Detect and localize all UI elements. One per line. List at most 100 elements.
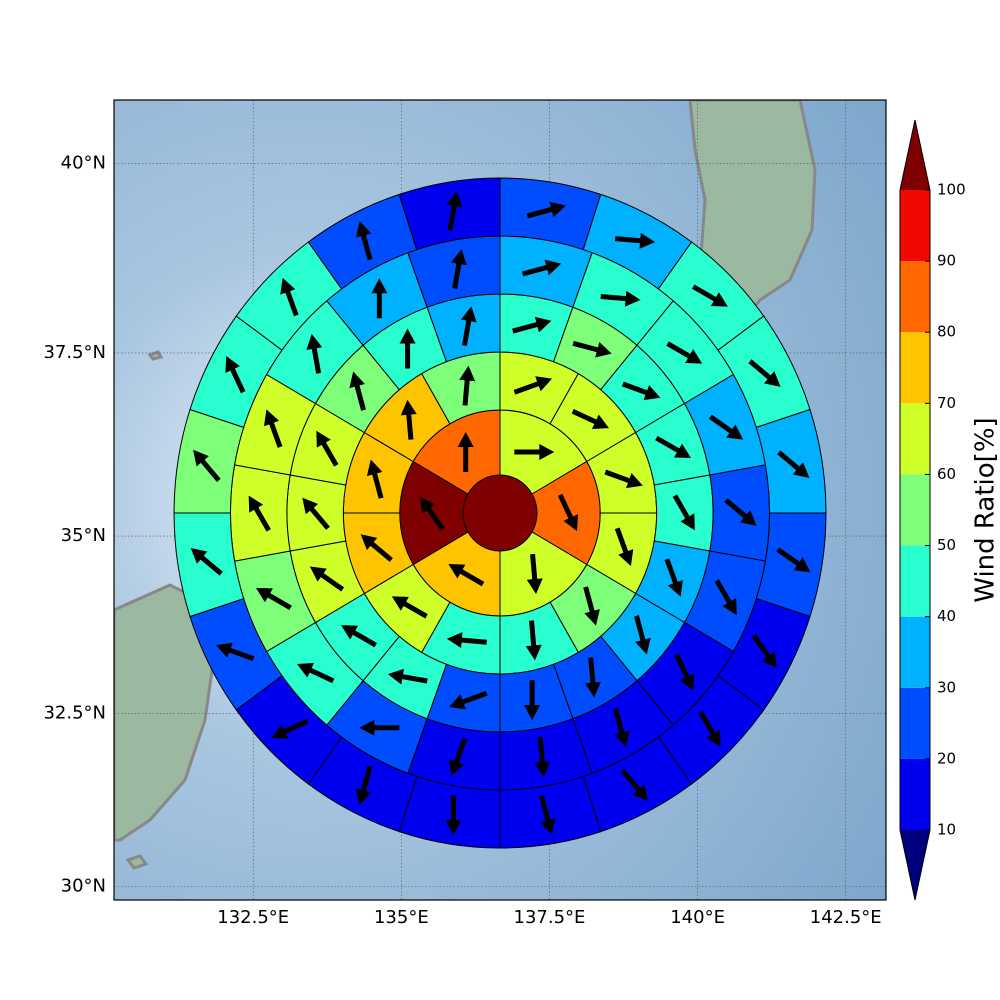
y-tick-label: 30°N xyxy=(61,875,106,896)
wind-arrow xyxy=(583,586,600,626)
wind-arrow xyxy=(666,341,703,364)
wind-arrow xyxy=(387,668,428,685)
sectors xyxy=(173,177,827,849)
colorbar-bin xyxy=(900,758,930,830)
wind-arrow xyxy=(655,435,692,459)
wind-arrow xyxy=(264,409,283,448)
wind-arrow xyxy=(255,587,292,610)
wind-arrow xyxy=(614,527,634,566)
wind-arrow xyxy=(341,625,377,648)
x-tick-label: 132.5°E xyxy=(217,907,289,928)
island xyxy=(125,350,164,870)
colorbar-bin xyxy=(900,190,930,262)
wind-arrow xyxy=(534,737,551,778)
wind-arrow xyxy=(215,642,255,662)
wind-arrow xyxy=(714,579,737,616)
colorbar: 10 20 30 40 50 60 70 80 90 100 xyxy=(899,119,966,901)
colorbar-bin xyxy=(900,332,930,404)
colorbar-tick-label: 40 xyxy=(937,607,956,625)
colorbar-tick-label: 60 xyxy=(937,465,956,483)
wind-arrow xyxy=(448,564,485,587)
wind-arrow xyxy=(349,371,366,411)
colorbar-bin xyxy=(900,687,930,759)
wind-arrow xyxy=(538,795,556,835)
wind-arrow xyxy=(445,795,462,836)
wind-arrow xyxy=(557,493,578,532)
y-tick-label: 32.5°N xyxy=(43,703,106,724)
plot-frame xyxy=(113,99,887,901)
wind-arrow xyxy=(621,381,661,401)
wind-arrow xyxy=(674,653,695,691)
wind-arrow xyxy=(512,316,552,334)
colorbar-tick-label: 50 xyxy=(937,536,956,554)
wind-arrow xyxy=(391,596,428,619)
wind-arrow xyxy=(584,657,601,698)
wind-arrow xyxy=(419,496,445,531)
colorbar-bin xyxy=(900,616,930,688)
y-tick-label: 35°N xyxy=(61,525,106,546)
x-tick-label: 135°E xyxy=(374,907,429,928)
wind-arrow xyxy=(459,365,476,406)
wind-arrow xyxy=(309,566,345,592)
wind-arrow xyxy=(600,290,641,307)
wind-arrow xyxy=(449,690,488,710)
wind-arrow xyxy=(306,333,323,374)
wind-arrow xyxy=(748,359,781,387)
wind-arrow xyxy=(620,768,649,801)
wind-arrows xyxy=(190,191,811,836)
colorbar-extend-max xyxy=(900,120,930,190)
wind-arrow xyxy=(514,443,555,460)
wind-arrow xyxy=(604,469,643,489)
wind-arrow xyxy=(571,408,609,430)
wind-arrow xyxy=(446,191,463,231)
wind-arrow xyxy=(691,284,728,307)
wind-arrow xyxy=(526,553,543,594)
wind-arrow xyxy=(225,355,246,394)
wind-arrow xyxy=(360,534,393,562)
wind-arrow xyxy=(399,328,416,369)
colorbar-tick-label: 90 xyxy=(937,252,956,270)
wind-arrow xyxy=(359,719,400,736)
colorbar-tick-label: 10 xyxy=(937,821,956,839)
colorbar-bin xyxy=(900,261,930,333)
wind-arrow xyxy=(280,277,299,317)
wind-arrow xyxy=(355,221,373,261)
colorbar-bin xyxy=(900,545,930,617)
wind-arrow xyxy=(524,680,541,721)
wind-arrow xyxy=(446,632,487,649)
colorbar-bin xyxy=(900,474,930,546)
wind-arrow xyxy=(526,201,566,219)
wind-arrow xyxy=(525,620,542,661)
wind-arrow xyxy=(572,340,612,358)
axis-ticks: 132.5°E 135°E 137.5°E 140°E 142.5°E 30°N 32.5°… xyxy=(43,153,881,928)
colorbar-tick-label: 80 xyxy=(937,323,956,341)
wind-arrow xyxy=(613,707,630,748)
x-tick-label: 142.5°E xyxy=(810,907,882,928)
wind-arrow xyxy=(366,459,384,499)
wind-arrow xyxy=(248,495,271,532)
wind-arrow xyxy=(751,634,777,669)
wind-arrow xyxy=(664,558,683,597)
y-tick-label: 37.5°N xyxy=(43,342,106,363)
colorbar-tick-label: 20 xyxy=(937,749,956,767)
colorbar-bin xyxy=(900,403,930,475)
wind-arrow xyxy=(460,306,477,347)
x-tick-label: 137.5°E xyxy=(514,907,586,928)
wind-arrow xyxy=(271,718,309,739)
wind-arrow xyxy=(698,710,721,747)
wind-arrow xyxy=(302,497,330,530)
wind-arrow xyxy=(355,765,373,805)
wind-arrow xyxy=(521,259,562,277)
wind-arrow xyxy=(193,449,221,483)
wind-arrow xyxy=(297,663,335,684)
wind-arrow xyxy=(777,450,810,478)
wind-arrow xyxy=(776,547,811,573)
sector xyxy=(398,177,501,251)
colorbar-tick-label: 30 xyxy=(937,678,956,696)
wind-arrow xyxy=(457,431,474,472)
wind-arrow xyxy=(451,249,467,289)
colorbar-tick-label: 100 xyxy=(937,181,966,199)
wind-arrow xyxy=(190,548,223,576)
